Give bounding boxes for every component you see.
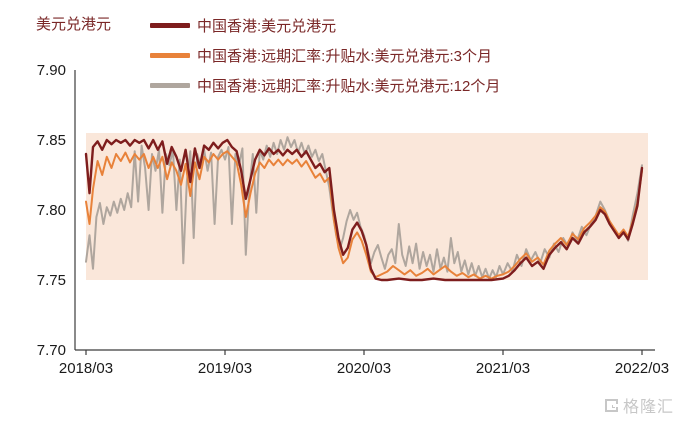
legend-label-forward-3m: 中国香港:远期汇率:升贴水:美元兑港元:3个月 bbox=[197, 47, 493, 65]
legend-item-forward-12m: 中国香港:远期汇率:升贴水:美元兑港元:12个月 bbox=[150, 70, 500, 100]
legend-swatch-spot bbox=[150, 22, 190, 28]
y-tick-label: 7.90 bbox=[37, 62, 66, 79]
y-tick-label: 7.85 bbox=[37, 132, 66, 149]
y-axis-title: 美元兑港元 bbox=[36, 16, 112, 33]
x-tick-label: 2019/03 bbox=[198, 360, 252, 377]
gelonghui-logo-icon bbox=[604, 398, 618, 412]
x-tick-label: 2018/03 bbox=[59, 360, 113, 377]
gelonghui-watermark: 格隆汇 bbox=[604, 393, 674, 417]
chart-legend: 中国香港:美元兑港元 中国香港:远期汇率:升贴水:美元兑港元:3个月 中国香港:… bbox=[150, 10, 500, 100]
gelonghui-watermark-text: 格隆汇 bbox=[622, 399, 674, 416]
legend-label-spot: 中国香港:美元兑港元 bbox=[197, 17, 337, 35]
series-line-0 bbox=[84, 138, 644, 282]
x-tick-label: 2021/03 bbox=[476, 360, 530, 377]
y-tick-label: 7.70 bbox=[37, 342, 66, 359]
legend-swatch-forward-12m bbox=[150, 82, 190, 88]
x-tick-label: 2020/03 bbox=[337, 360, 391, 377]
series-line-1 bbox=[85, 150, 643, 280]
y-tick-label: 7.75 bbox=[37, 272, 66, 289]
y-tick-label: 7.80 bbox=[37, 202, 66, 219]
legend-label-forward-12m: 中国香港:远期汇率:升贴水:美元兑港元:12个月 bbox=[197, 77, 501, 95]
legend-item-forward-3m: 中国香港:远期汇率:升贴水:美元兑港元:3个月 bbox=[150, 40, 500, 70]
x-tick-label: 2022/03 bbox=[615, 360, 669, 377]
legend-item-spot: 中国香港:美元兑港元 bbox=[150, 10, 500, 40]
legend-swatch-forward-3m bbox=[150, 52, 190, 58]
